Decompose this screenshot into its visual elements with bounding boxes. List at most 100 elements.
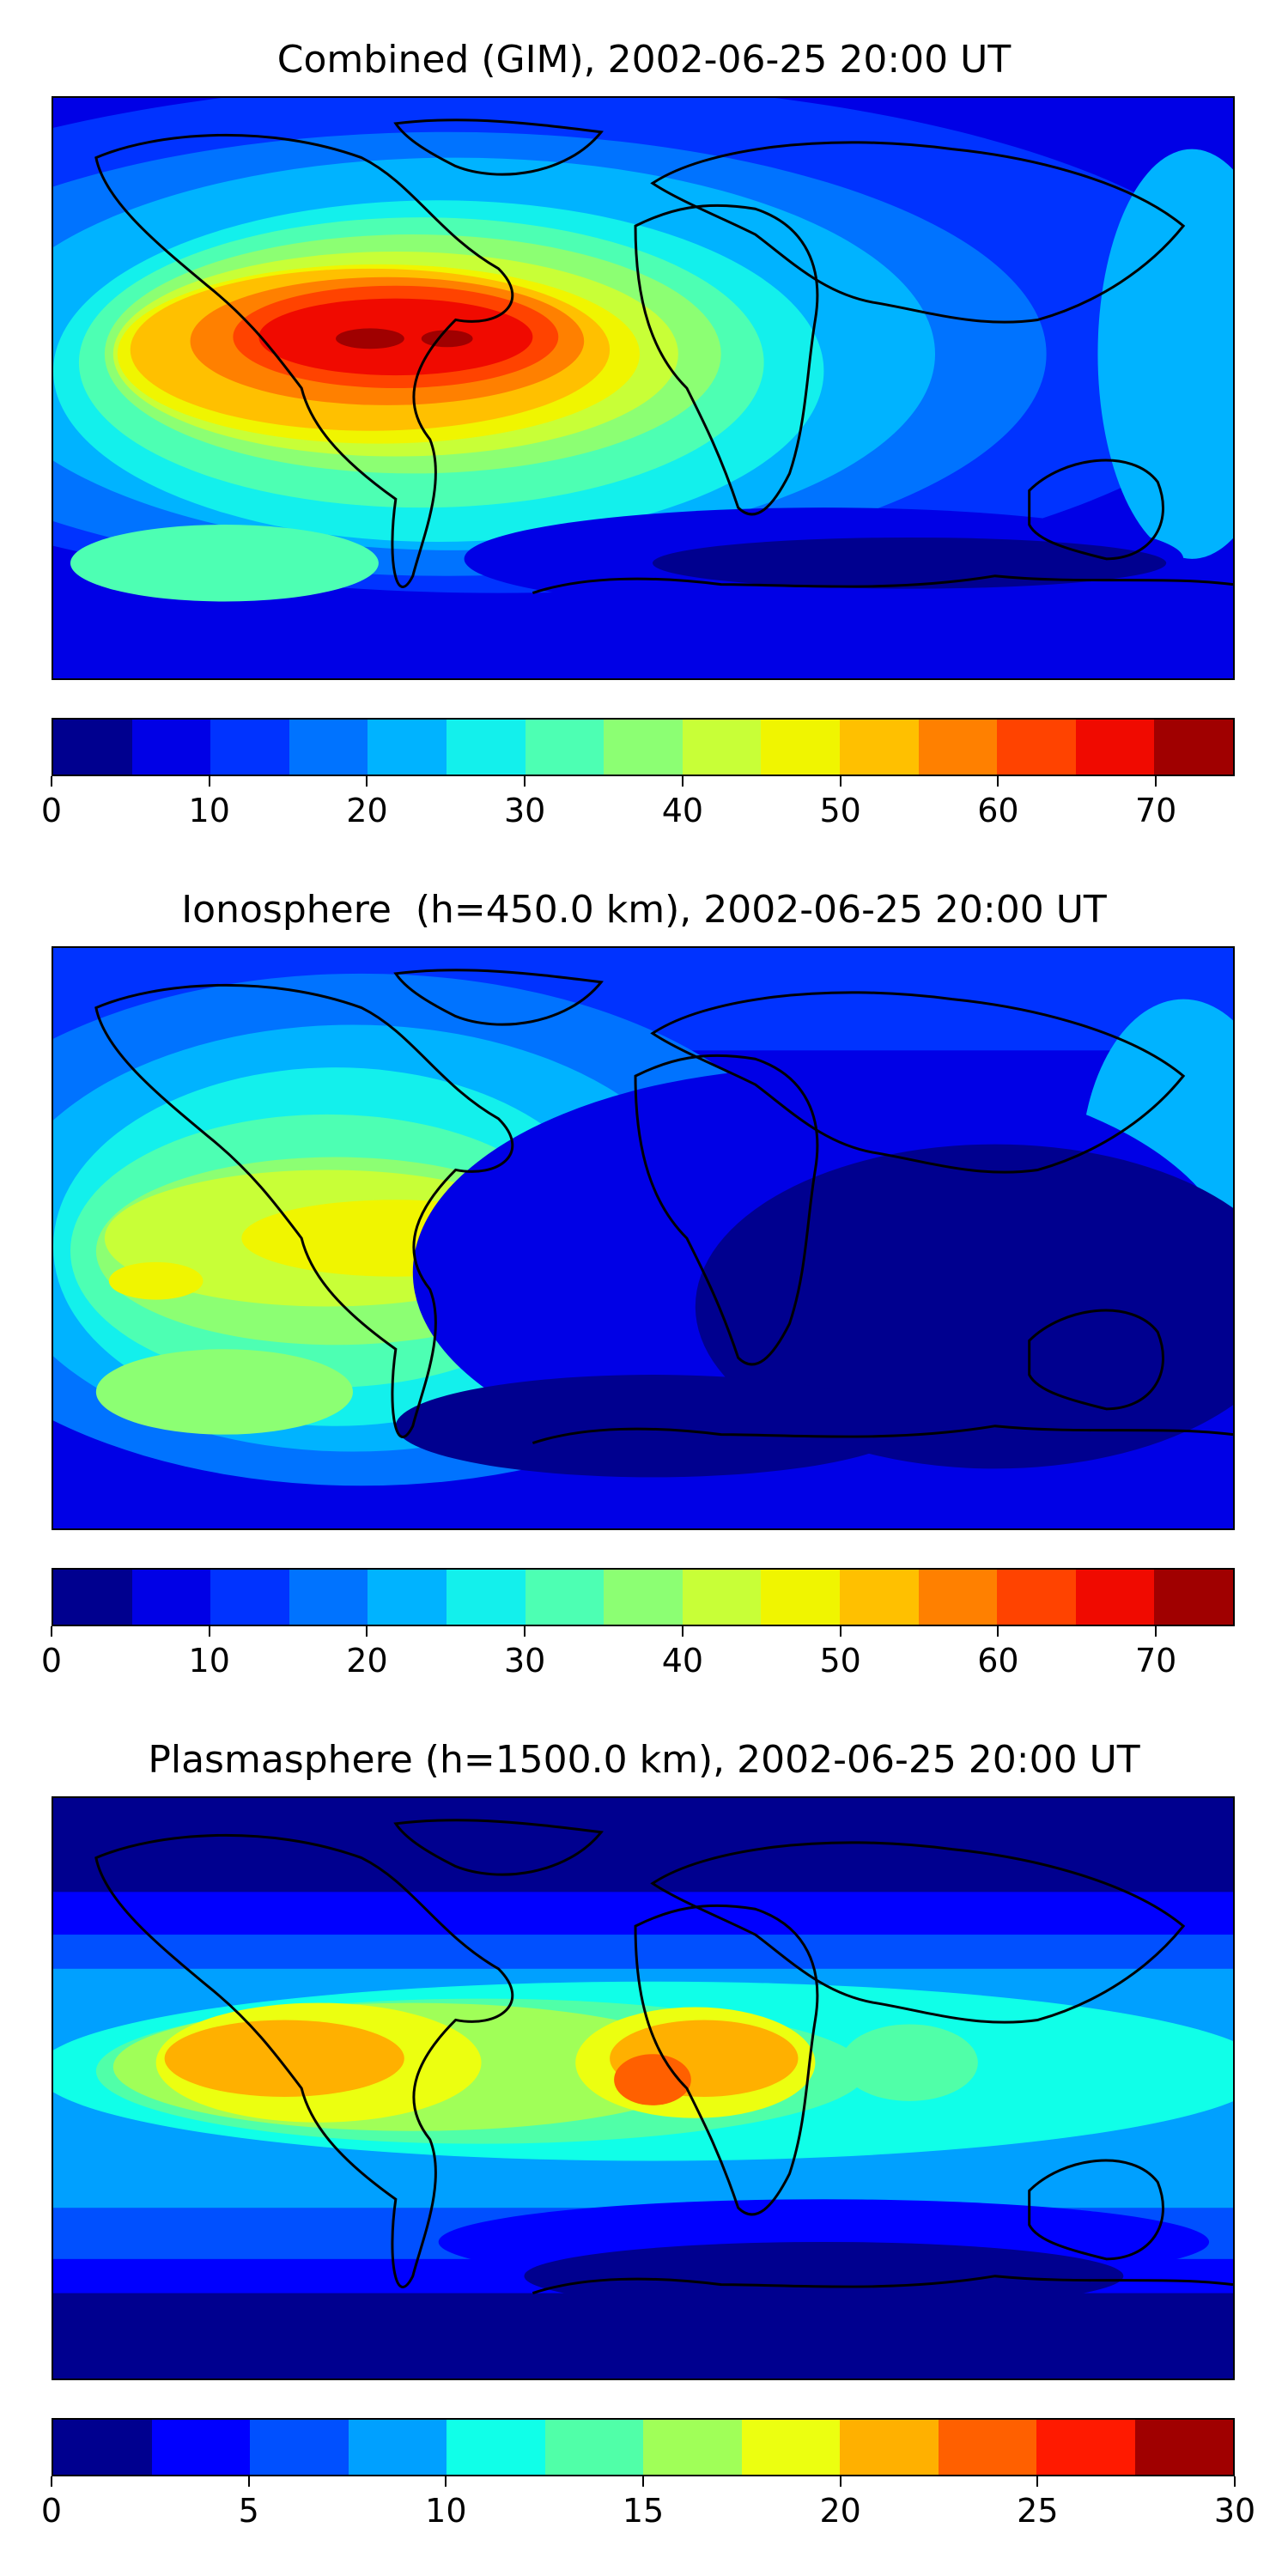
colorbar-segment	[446, 1570, 526, 1625]
panel-title-combined: Combined (GIM), 2002-06-25 20:00 UT	[276, 38, 1012, 82]
colorbar-segment	[151, 2420, 250, 2475]
contour-map	[53, 98, 1233, 678]
colorbar-tick-label: 30	[504, 792, 546, 829]
colorbar-ticks-combined: 0 10 20 30 40 50 60 70	[41, 776, 1235, 836]
contour-map	[53, 1798, 1233, 2379]
colorbar-tick-mark	[208, 1626, 210, 1637]
colorbar-tick-mark	[681, 776, 683, 787]
colorbar-tick-label: 40	[661, 1642, 704, 1680]
colorbar-segment	[348, 2420, 447, 2475]
colorbar-tick-mark	[1234, 2476, 1236, 2487]
colorbar-segment	[1036, 2420, 1135, 2475]
colorbar-plasmasphere	[52, 2418, 1235, 2476]
colorbar-tick-label: 10	[188, 792, 230, 829]
colorbar-tick-mark	[366, 1626, 368, 1637]
colorbar-tick-label: 10	[188, 1642, 230, 1680]
colorbar-tick-label: 70	[1134, 1642, 1177, 1680]
colorbar-tick-label: 0	[40, 1642, 63, 1680]
colorbar-segment	[741, 2420, 840, 2475]
colorbar-segment	[604, 1570, 683, 1625]
colorbar-tick-mark	[997, 776, 999, 787]
colorbar-segment	[839, 1570, 919, 1625]
colorbar-segment	[761, 1570, 840, 1625]
colorbar-tick-label: 60	[977, 792, 1019, 829]
colorbar-segment	[525, 720, 605, 775]
colorbar-segment	[840, 2420, 939, 2475]
colorbar-tick-mark	[642, 2476, 644, 2487]
colorbar-segment	[997, 720, 1076, 775]
colorbar-tick-mark	[51, 2476, 52, 2487]
contour-map	[53, 948, 1233, 1528]
colorbar-tick-mark	[1036, 2476, 1039, 2487]
colorbar-tick-mark	[208, 776, 210, 787]
colorbar-tick-label: 70	[1134, 792, 1177, 829]
colorbar-tick-label: 30	[504, 1642, 546, 1680]
colorbar-segment	[997, 1570, 1076, 1625]
colorbar-segment	[1154, 1570, 1233, 1625]
colorbar-tick-mark	[51, 776, 52, 787]
colorbar-segment	[604, 720, 683, 775]
colorbar-segment	[131, 720, 211, 775]
colorbar-segment	[289, 720, 368, 775]
colorbar-tick-mark	[681, 1626, 683, 1637]
map-plasmasphere	[52, 1796, 1235, 2380]
colorbar-combined	[52, 718, 1235, 776]
colorbar-tick-mark	[839, 1626, 841, 1637]
colorbar-tick-label: 20	[819, 2492, 861, 2530]
map-ionosphere	[52, 946, 1235, 1530]
colorbar-tick-mark	[997, 1626, 999, 1637]
colorbar-segment	[918, 1570, 998, 1625]
colorbar-tick-label: 0	[40, 792, 63, 829]
colorbar-tick-label: 15	[622, 2492, 665, 2530]
colorbar-tick-mark	[247, 2476, 250, 2487]
colorbar-segment	[368, 720, 447, 775]
colorbar-segment	[918, 720, 998, 775]
colorbar-segment	[289, 1570, 368, 1625]
colorbar-segment	[544, 2420, 643, 2475]
colorbar-tick-label: 10	[425, 2492, 467, 2530]
colorbar-segment	[210, 720, 289, 775]
colorbar-tick-label: 50	[819, 792, 861, 829]
colorbar-tick-mark	[445, 2476, 447, 2487]
panel-title-plasmasphere: Plasmasphere (h=1500.0 km), 2002-06-25 2…	[148, 1738, 1140, 1782]
colorbar-segment	[53, 1570, 132, 1625]
colorbar-tick-mark	[524, 1626, 526, 1637]
colorbar-tick-mark	[1155, 776, 1157, 787]
colorbar-segment	[839, 720, 919, 775]
colorbar-tick-label: 60	[977, 1642, 1019, 1680]
colorbar-ticks-ionosphere: 0 10 20 30 40 50 60 70	[41, 1626, 1235, 1686]
colorbar-segment	[1154, 720, 1233, 775]
colorbar-segment	[250, 2420, 349, 2475]
colorbar-segment	[682, 1570, 762, 1625]
colorbar-tick-label: 20	[346, 1642, 388, 1680]
colorbar-segment	[53, 720, 132, 775]
colorbar-tick-label: 5	[238, 2492, 259, 2530]
colorbar-segment	[682, 720, 762, 775]
colorbar-segment	[1075, 1570, 1155, 1625]
colorbar-segment	[1075, 720, 1155, 775]
colorbar-segment	[210, 1570, 289, 1625]
colorbar-tick-label: 0	[40, 2492, 63, 2530]
colorbar-tick-mark	[51, 1626, 52, 1637]
colorbar-tick-mark	[366, 776, 368, 787]
colorbar-tick-label: 30	[1213, 2492, 1256, 2530]
colorbar-tick-label: 40	[661, 792, 704, 829]
colorbar-tick-mark	[839, 776, 841, 787]
colorbar-segment	[447, 2420, 545, 2475]
colorbar-segment	[761, 720, 840, 775]
colorbar-ionosphere	[52, 1568, 1235, 1626]
colorbar-segment	[525, 1570, 605, 1625]
colorbar-tick-mark	[839, 2476, 841, 2487]
colorbar-tick-mark	[524, 776, 526, 787]
colorbar-segment	[938, 2420, 1036, 2475]
colorbar-segment	[131, 1570, 211, 1625]
colorbar-tick-label: 50	[819, 1642, 861, 1680]
colorbar-segment	[446, 720, 526, 775]
panel-title-ionosphere: Ionosphere (h=450.0 km), 2002-06-25 20:0…	[181, 888, 1107, 932]
map-combined-gim	[52, 96, 1235, 680]
colorbar-tick-mark	[1155, 1626, 1157, 1637]
colorbar-segment	[643, 2420, 742, 2475]
colorbar-tick-label: 20	[346, 792, 388, 829]
colorbar-segment	[53, 2420, 152, 2475]
colorbar-segment	[368, 1570, 447, 1625]
